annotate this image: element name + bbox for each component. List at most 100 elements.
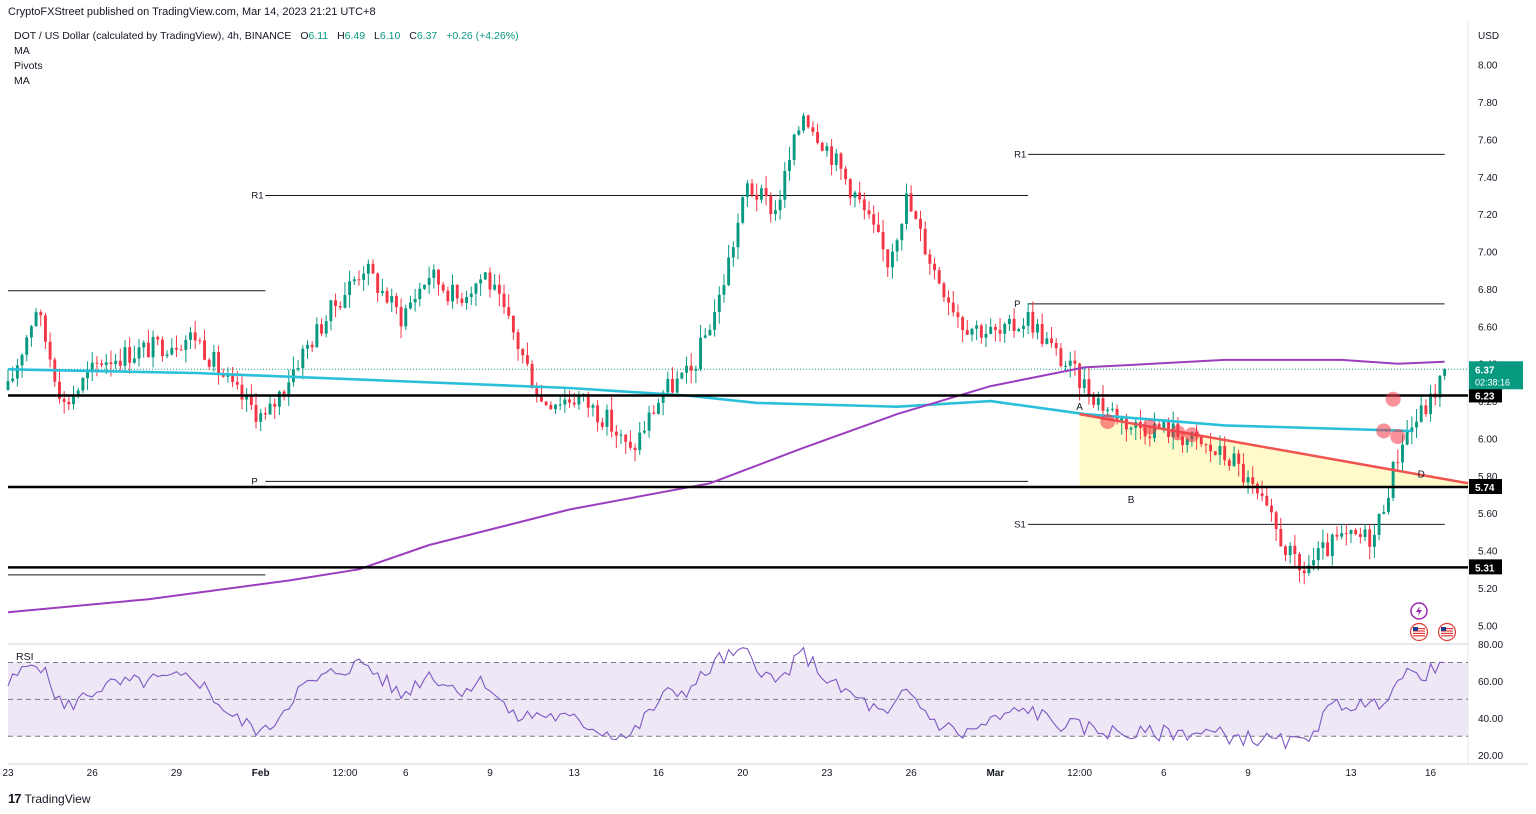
level-price-tag <box>1469 479 1502 495</box>
candle-body <box>175 347 178 350</box>
candle-body <box>15 365 19 379</box>
candle-body <box>511 315 515 333</box>
candle-body <box>535 388 539 397</box>
touch-marker <box>1385 391 1401 407</box>
price-tick-label: 6.20 <box>1478 397 1498 408</box>
symbol-name[interactable]: DOT / US Dollar (calculated by TradingVi… <box>14 30 292 42</box>
high-value: 6.49 <box>344 30 366 42</box>
candle-body <box>1340 533 1344 537</box>
candle-body <box>993 326 997 330</box>
indicator-legend-ma-2[interactable]: MA <box>14 75 30 87</box>
tradingview-brand[interactable]: 17 TradingView <box>8 791 91 806</box>
current-price-text: 6.37 <box>1475 365 1495 376</box>
candle-body <box>1096 398 1100 405</box>
candle-body <box>1237 453 1241 464</box>
time-tick-label: 23 <box>2 768 14 779</box>
price-tick-label: 5.00 <box>1478 621 1498 632</box>
candle-body <box>334 300 338 306</box>
pivot-label: P <box>1014 299 1020 310</box>
price-axis[interactable]: USD5.005.205.405.605.806.006.206.406.606… <box>1469 31 1523 762</box>
candle-body <box>497 284 501 294</box>
candle-body <box>20 354 24 366</box>
candle-body <box>549 405 553 410</box>
symbol-legend-row[interactable]: DOT / US Dollar (calculated by TradingVi… <box>14 29 519 44</box>
candle-body <box>619 434 623 436</box>
candle-body <box>203 340 206 360</box>
candle-body <box>830 146 834 165</box>
candle-body <box>1036 323 1039 333</box>
candle-body <box>1068 360 1072 366</box>
candle-body <box>142 342 146 348</box>
candle-body <box>263 413 267 415</box>
candle-body <box>727 257 731 286</box>
candle-body <box>1241 463 1245 483</box>
candle-body <box>1148 436 1152 439</box>
candle-body <box>895 240 899 252</box>
candle-body <box>1227 460 1231 466</box>
candle-body <box>1012 318 1016 332</box>
touch-marker <box>1170 425 1186 441</box>
candle-body <box>806 115 810 128</box>
candle-body <box>685 365 688 373</box>
time-tick-label: 13 <box>1345 768 1357 779</box>
candle-body <box>217 352 221 374</box>
close-label: C <box>409 30 417 42</box>
candle-body <box>530 363 534 389</box>
candle-body <box>488 272 492 290</box>
candle-body <box>90 362 94 372</box>
countdown-text: 02:38:16 <box>1475 377 1510 387</box>
us-flag-icon <box>1409 622 1429 642</box>
candle-body <box>437 269 440 285</box>
candle-body <box>62 398 66 402</box>
candle-body <box>268 403 272 415</box>
candle-body <box>1223 445 1227 461</box>
low-label: L <box>374 30 380 42</box>
time-tick-label: 26 <box>87 768 99 779</box>
candle-body <box>348 281 352 296</box>
candle-body <box>385 290 389 303</box>
candle-body <box>614 431 618 436</box>
candle-body <box>1354 529 1358 535</box>
candle-body <box>362 273 366 280</box>
candle-body <box>661 392 665 403</box>
price-pane[interactable]: R1 P R1 P S1 A B D <box>6 22 1528 765</box>
candle-body <box>596 405 600 423</box>
level-price-text: 5.74 <box>1475 483 1495 494</box>
candle-body <box>72 396 75 405</box>
candle-body <box>226 375 230 377</box>
candle-body <box>558 404 562 406</box>
open-label: O <box>300 30 309 42</box>
indicator-legend-pivots[interactable]: Pivots <box>14 60 43 72</box>
candle-body <box>1157 423 1161 429</box>
candle-body <box>306 344 309 349</box>
candle-body <box>881 231 885 250</box>
candle-body <box>86 371 90 379</box>
candle-body <box>507 307 511 316</box>
candle-body <box>521 349 525 356</box>
rsi-pane-title[interactable]: RSI <box>16 651 34 663</box>
rsi-pane[interactable] <box>7 646 1468 751</box>
candle-body <box>502 293 506 308</box>
time-tick-label: 12:00 <box>1067 768 1092 779</box>
icon-bolt <box>1416 606 1422 616</box>
moving-average-line <box>7 368 1412 433</box>
icon-stripe <box>1441 628 1453 630</box>
candle-body <box>6 381 10 390</box>
candle-body <box>1316 548 1320 561</box>
us-flag-icon <box>1437 622 1457 642</box>
time-axis[interactable]: 23 26 29 Feb 12:00 6 9 13 16 20 23 26 Mar 12:00 6 9 13 16 <box>2 768 1436 779</box>
candle-body <box>493 284 497 290</box>
candle-body <box>802 115 805 131</box>
candle-body <box>1358 534 1362 538</box>
icon-stripe <box>1413 635 1425 637</box>
candle-body <box>1415 421 1418 428</box>
indicator-legend-ma-1[interactable]: MA <box>14 45 30 57</box>
icon-ring <box>1409 622 1429 642</box>
candle-body <box>1129 427 1133 430</box>
candle-body <box>984 333 988 338</box>
candle-body <box>642 430 646 433</box>
candle-body <box>184 339 188 350</box>
candle-body <box>95 362 99 364</box>
